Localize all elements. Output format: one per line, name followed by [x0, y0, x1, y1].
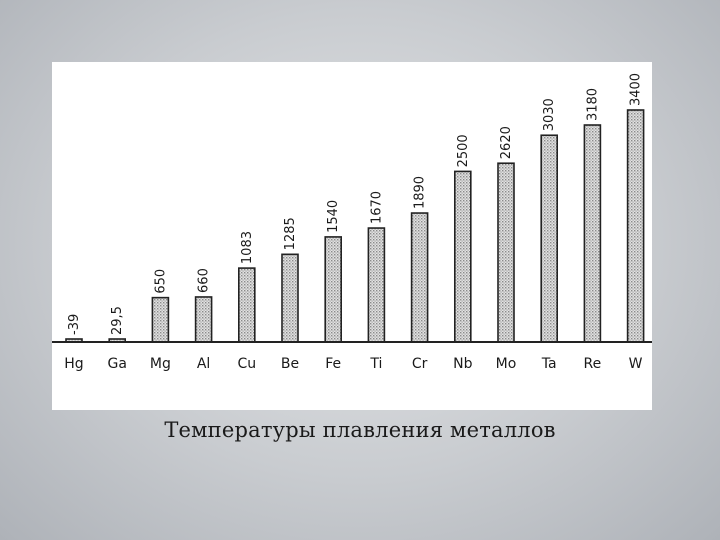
bar-fe	[324, 236, 343, 343]
bar-cr	[410, 212, 429, 343]
value-label-nb: 2500	[456, 134, 471, 167]
value-label-mg: 650	[153, 269, 168, 294]
tick-label-mg: Mg	[150, 356, 171, 372]
melting-point-bar-chart: -39 29,5 650 660 1083 1285 1540 1670 1890 2500 262…	[52, 73, 652, 372]
bar-al	[194, 296, 213, 343]
tick-label-hg: Hg	[64, 356, 83, 372]
tick-label-nb: Nb	[453, 356, 472, 372]
value-label-al: 660	[197, 268, 212, 293]
value-label-re: 3180	[585, 88, 600, 121]
value-label-be: 1285	[283, 217, 298, 250]
value-label-ti: 1670	[369, 191, 384, 224]
tick-label-re: Re	[584, 356, 602, 372]
value-label-w: 3400	[629, 73, 644, 106]
value-label-cu: 1083	[240, 231, 255, 264]
tick-label-be: Be	[281, 356, 299, 372]
chart-panel: -39 29,5 650 660 1083 1285 1540 1670 1890 2500 262…	[52, 62, 652, 410]
bar-nb	[453, 170, 472, 343]
value-label-ta: 3030	[542, 98, 557, 131]
tick-label-w: W	[629, 356, 643, 372]
tick-label-cr: Cr	[412, 356, 428, 372]
tick-label-fe: Fe	[325, 356, 341, 372]
tick-label-mo: Mo	[496, 356, 517, 372]
value-label-ga: 29,5	[110, 306, 125, 335]
bar-cu	[238, 267, 256, 343]
bar-w	[626, 109, 645, 343]
tick-label-al: Al	[197, 356, 210, 372]
value-label-mo: 2620	[499, 126, 514, 159]
chart-caption: Температуры плавления металлов	[164, 418, 556, 442]
bar-re	[583, 124, 602, 343]
tick-label-ga: Ga	[107, 356, 126, 372]
bar-ti	[367, 227, 386, 343]
bar-be	[281, 253, 299, 343]
bar-mo	[497, 162, 515, 343]
tick-label-ti: Ti	[369, 356, 382, 372]
value-label-cr: 1890	[413, 176, 428, 209]
tick-label-ta: Ta	[541, 356, 557, 372]
bar-mg	[151, 296, 170, 343]
bar-ta	[540, 134, 559, 343]
value-label-hg: -39	[67, 314, 82, 335]
value-label-fe: 1540	[326, 200, 341, 233]
tick-label-cu: Cu	[237, 356, 256, 372]
